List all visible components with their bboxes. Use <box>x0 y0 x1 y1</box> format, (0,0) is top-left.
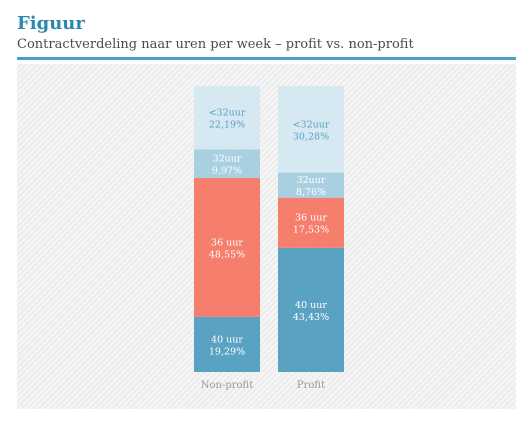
segment-value-label: 48,55% <box>209 249 245 260</box>
segment-value-label: 9,97% <box>212 166 242 177</box>
bar-segment-profit-3 <box>278 86 344 173</box>
segment-value-label: 43,43% <box>293 312 329 323</box>
title-divider <box>17 57 516 60</box>
segment-series-label: 36 uur <box>211 237 243 248</box>
bar-segment-profit-0 <box>278 247 344 372</box>
bar-segment-non-profit-3 <box>194 86 260 150</box>
segment-series-label: 40 uur <box>211 334 243 345</box>
segment-value-label: 8,76% <box>296 187 326 198</box>
segment-series-label: 40 uur <box>295 300 327 311</box>
bar-segment-profit-1 <box>278 197 344 248</box>
segment-series-label: 32uur <box>213 154 242 165</box>
segment-series-label: 32uur <box>297 175 326 186</box>
segment-value-label: 19,29% <box>209 346 245 357</box>
segment-value-label: 22,19% <box>209 120 245 131</box>
chart-title: Figuur <box>17 13 85 34</box>
segment-series-label: 36 uur <box>295 213 327 224</box>
segment-series-label: <32uur <box>293 119 330 130</box>
bar-segment-non-profit-1 <box>194 177 260 317</box>
bar-segment-non-profit-2 <box>194 149 260 178</box>
bar-segment-non-profit-0 <box>194 316 260 372</box>
category-label: Non-profit <box>201 380 253 391</box>
segment-value-label: 17,53% <box>293 225 329 236</box>
segment-series-label: <32uur <box>209 108 246 119</box>
chart-subtitle: Contractverdeling naar uren per week – p… <box>17 37 414 52</box>
segment-value-label: 30,28% <box>293 131 329 142</box>
chart-panel: 40 uur 19,29% 36 uur 48,55% 32uur 9,97% <32uur… <box>17 64 516 409</box>
bar-segment-profit-2 <box>278 172 344 198</box>
category-label: Profit <box>297 380 325 391</box>
